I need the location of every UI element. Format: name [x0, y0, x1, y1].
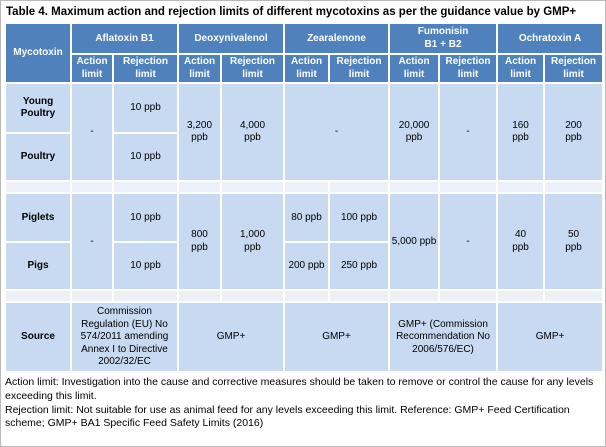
cell-source-ochratoxin: GMP+ [496, 301, 605, 374]
header-row-toxins: Mycotoxin Aflatoxin B1 Deoxynivalenol Ze… [4, 22, 605, 85]
separator-cell [283, 180, 331, 195]
separator-cell [543, 289, 605, 304]
header-group-ochratoxin-a: Ochratoxin A [496, 22, 605, 56]
cell-poultry-aflatoxin-rejection: 10 ppb [112, 132, 179, 183]
header-group-aflatoxin-b1: Aflatoxin B1 [70, 22, 179, 56]
separator-cell [328, 289, 391, 304]
separator-cell [388, 289, 441, 304]
cell-poultry-ochratoxin-rejection: 200 ppb [543, 82, 605, 183]
separator-cell [177, 289, 222, 304]
mycotoxin-limits-table: Mycotoxin Aflatoxin B1 Deoxynivalenol Ze… [4, 22, 605, 374]
row-label-piglets: Piglets [4, 192, 72, 244]
separator-cell [388, 180, 441, 195]
separator-cell [4, 289, 72, 304]
cell-pigs-fumonisin-rejection: - [438, 192, 499, 292]
cell-poultry-aflatoxin-action: - [70, 82, 114, 183]
separator-cell [219, 289, 286, 304]
header-group-deoxynivalenol: Deoxynivalenol [176, 22, 286, 56]
row-label-source: Source [4, 301, 72, 374]
separator-cell [328, 180, 391, 195]
header-zearalenone-action-limit: Action limit [283, 53, 331, 85]
separator-cell [283, 289, 331, 304]
footnote-action-limit: Action limit: Investigation into the cau… [5, 376, 594, 403]
cell-source-deoxynivalenol: GMP+ [176, 301, 286, 374]
header-aflatoxin-rejection-limit: Rejection limit [112, 53, 179, 85]
row-label-pigs: Pigs [4, 241, 72, 292]
separator-cell [4, 180, 72, 195]
cell-piglets-zearalenone-rejection: 100 ppb [328, 192, 391, 244]
cell-poultry-zearalenone: - [283, 82, 391, 183]
cell-source-fumonisin: GMP+ (Commission Recommendation No 2006/… [388, 301, 499, 374]
header-row-limits: Action limit Rejection limit Action limi… [5, 53, 605, 85]
cell-pigs-aflatoxin-rejection: 10 ppb [112, 241, 179, 292]
cell-pigs-ochratoxin-action: 40 ppb [496, 192, 546, 292]
cell-source-zearalenone: GMP+ [283, 301, 391, 374]
header-ochratoxin-rejection-limit: Rejection limit [543, 53, 605, 85]
separator-cell [438, 180, 499, 195]
header-mycotoxin: Mycotoxin [4, 22, 72, 85]
separator-row [4, 289, 605, 304]
header-zearalenone-rejection-limit: Rejection limit [328, 53, 391, 85]
header-aflatoxin-action-limit: Action limit [70, 53, 114, 85]
cell-poultry-fumonisin-action: 20,000 ppb [388, 82, 441, 183]
separator-row [4, 180, 605, 195]
header-fumonisin-action-limit: Action limit [388, 53, 441, 85]
row-poultry: Poultry 10 ppb [4, 132, 603, 183]
header-deoxynivalenol-action-limit: Action limit [177, 53, 222, 85]
separator-cell [70, 289, 114, 304]
cell-piglets-aflatoxin-rejection: 10 ppb [112, 192, 179, 244]
cell-pigs-zearalenone-action: 200 ppb [283, 241, 331, 292]
separator-cell [177, 180, 222, 195]
table-title: Table 4. Maximum action and rejection li… [6, 6, 577, 18]
separator-cell [496, 289, 546, 304]
cell-pigs-deoxynivalenol-action: 800 ppb [177, 192, 222, 292]
cell-pigs-deoxynivalenol-rejection: 1,000 ppb [219, 192, 286, 292]
cell-young-poultry-aflatoxin-rejection: 10 ppb [112, 82, 179, 135]
cell-piglets-zearalenone-action: 80 ppb [283, 192, 331, 244]
cell-pigs-ochratoxin-rejection: 50 ppb [543, 192, 605, 292]
separator-cell [543, 180, 605, 195]
header-deoxynivalenol-rejection-limit: Rejection limit [219, 53, 286, 85]
row-young-poultry: Young Poultry - 10 ppb 3,200 ppb 4,000 p… [4, 82, 605, 183]
header-ochratoxin-action-limit: Action limit [496, 53, 546, 85]
separator-cell [219, 180, 286, 195]
separator-cell [438, 289, 499, 304]
header-fumonisin-rejection-limit: Rejection limit [438, 53, 499, 85]
table-footnotes: Action limit: Investigation into the cau… [1, 373, 605, 431]
row-label-young-poultry: Young Poultry [4, 82, 72, 135]
row-pigs: Pigs 10 ppb 200 ppb 250 ppb [4, 241, 603, 292]
separator-cell [496, 180, 546, 195]
cell-pigs-zearalenone-rejection: 250 ppb [328, 241, 391, 292]
cell-pigs-fumonisin-action: 5,000 ppb [388, 192, 441, 292]
header-group-fumonisin: Fumonisin B1 + B2 [388, 22, 499, 56]
footnote-rejection-limit: Rejection limit: Not suitable for use as… [5, 403, 570, 430]
row-label-poultry: Poultry [4, 132, 72, 183]
cell-poultry-ochratoxin-action: 160 ppb [496, 82, 546, 183]
separator-cell [112, 289, 179, 304]
row-piglets: Piglets - 10 ppb 800 ppb 1,000 ppb 80 pp… [4, 192, 605, 292]
separator-cell [112, 180, 179, 195]
header-group-zearalenone: Zearalenone [283, 22, 391, 56]
cell-poultry-deoxynivalenol-rejection: 4,000 ppb [219, 82, 286, 183]
row-source: Source Commission Regulation (EU) No 574… [4, 301, 605, 374]
cell-source-aflatoxin: Commission Regulation (EU) No 574/2011 a… [70, 301, 179, 374]
cell-poultry-fumonisin-rejection: - [438, 82, 499, 183]
separator-cell [70, 180, 114, 195]
cell-poultry-deoxynivalenol-action: 3,200 ppb [177, 82, 222, 183]
cell-pigs-aflatoxin-action: - [70, 192, 114, 292]
